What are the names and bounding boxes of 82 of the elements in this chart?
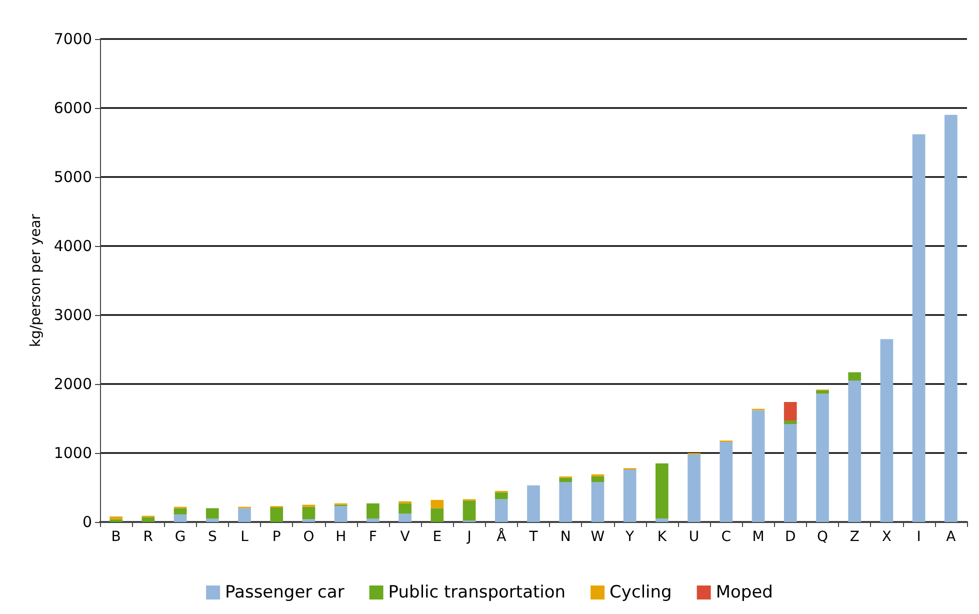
bar [238,508,251,522]
x-tick-label: C [721,529,732,545]
x-tick-label: Q [816,529,828,545]
x-tick-label: U [688,529,700,545]
bar [848,372,862,381]
y-tick-label: 3000 [54,306,92,324]
bar [623,470,636,522]
bar [880,339,894,522]
bar [944,114,958,522]
bar [142,517,155,522]
bar [430,500,444,508]
bar [591,482,604,522]
x-tick-label: Å [496,528,507,545]
x-tick-label: R [143,529,154,545]
x-tick-label: P [272,529,281,545]
y-tick-label: 1000 [54,444,92,462]
x-tick-label: F [368,529,377,545]
bar [559,482,572,522]
x-tick-label: H [336,529,346,545]
x-tick-label: Z [850,529,860,545]
bar [206,518,219,522]
bar [366,503,380,519]
bar [816,394,829,522]
bar [110,519,122,522]
legend-label: Cycling [610,582,672,602]
bar [688,454,700,522]
x-tick-label: L [240,529,249,545]
bar [302,519,316,522]
bar [302,506,316,520]
bar [559,478,572,482]
bar [527,485,540,522]
bar [174,508,187,514]
x-tick-label: I [916,529,921,545]
x-tick-label: V [400,529,410,545]
bar [270,508,284,522]
bar [174,514,187,522]
x-tick-label: S [208,529,217,545]
x-tick-label: X [882,529,892,545]
bar [591,476,604,482]
bar [784,420,797,424]
bar [334,506,348,522]
x-tick-label: W [590,529,605,545]
bar [784,424,797,522]
bar [398,514,412,522]
bar [752,410,765,522]
bar [110,516,122,520]
legend-label: Public transportation [388,582,566,602]
bar [430,508,444,522]
x-tick-label: T [528,529,538,545]
bar [494,492,508,500]
y-tick-label: 7000 [54,30,92,48]
x-tick-label: J [466,529,472,545]
legend-label: Passenger car [225,582,344,602]
x-tick-label: B [111,529,121,545]
bar [366,518,380,522]
bar [398,503,412,514]
x-tick-label: M [752,529,764,545]
bar [848,380,862,522]
bar [912,134,926,522]
x-tick-label: Y [624,529,635,545]
bar [462,500,476,521]
y-axis-title: kg/person per year [28,214,44,348]
x-tick-label: K [657,529,668,545]
bar [784,402,797,421]
bar [494,499,508,522]
bar [656,463,668,519]
x-tick-label: G [174,529,186,545]
x-tick-label: E [432,529,442,545]
y-tick-label: 6000 [54,99,92,117]
bar [816,390,829,394]
x-tick-label: N [560,529,571,545]
y-tick-label: 4000 [54,237,92,255]
legend-label: Moped [716,582,773,602]
bar [206,508,219,519]
y-tick-label: 0 [82,513,92,531]
x-tick-label: A [946,529,956,545]
y-tick-label: 2000 [54,375,92,393]
x-tick-label: O [303,529,314,545]
y-tick-label: 5000 [54,168,92,186]
bar [720,442,733,522]
x-tick-label: D [785,529,796,545]
bar [656,518,668,522]
